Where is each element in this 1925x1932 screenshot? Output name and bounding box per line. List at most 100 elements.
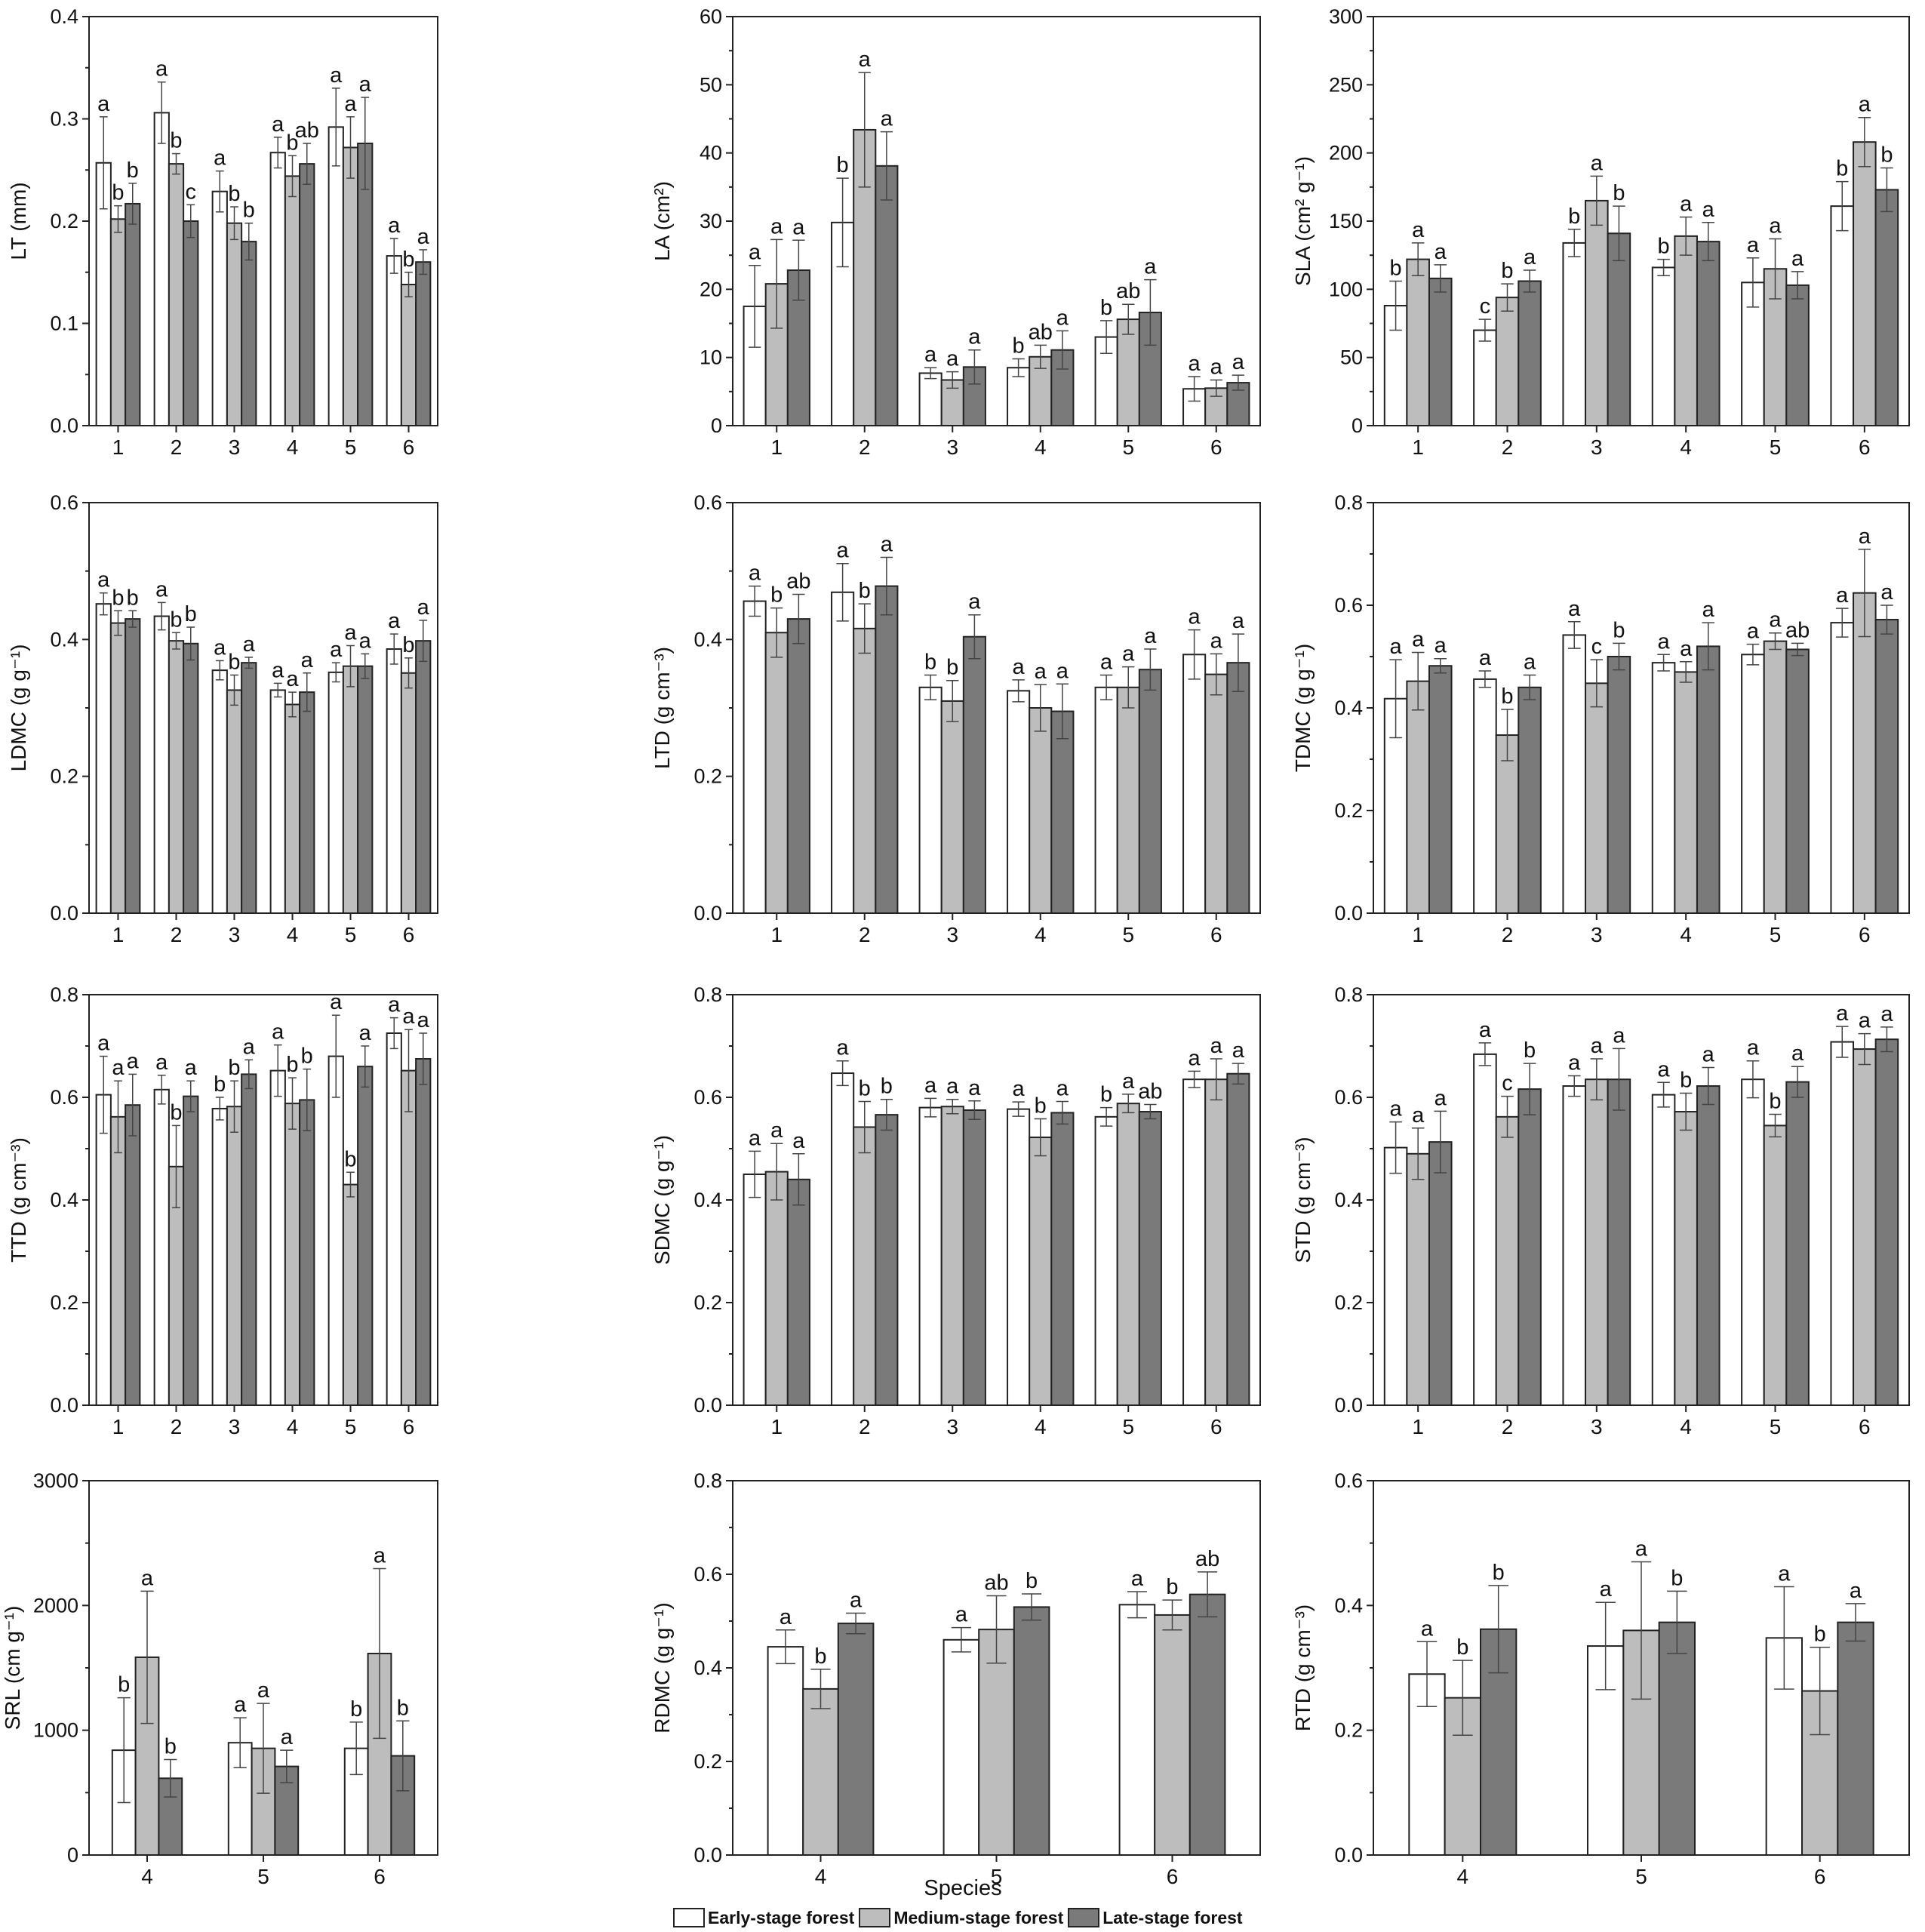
panel-3-sig-letter: a	[1859, 93, 1871, 117]
panel-9-xtick-label: 6	[1859, 1415, 1871, 1438]
panel-6-xtick-label: 2	[1502, 923, 1514, 946]
panel-9-sig-letter: b	[1769, 1089, 1781, 1113]
panel-3-sig-letter: b	[1880, 143, 1893, 168]
panel-10-ylabel: SRL (cm g⁻¹)	[1, 1606, 24, 1730]
panel-7-bar-early-4	[269, 1069, 286, 1406]
panel-7-sig-letter: a	[185, 1056, 198, 1080]
panel-2-bar-medium-5	[1116, 318, 1140, 426]
panel-3-ytick-label: 50	[1340, 346, 1363, 369]
panel-9-bar-early-3	[1562, 1085, 1587, 1407]
panel-11-bar-late-6	[1189, 1593, 1226, 1856]
panel-7-xtick-label: 1	[112, 1415, 125, 1438]
panel-11-sig-letter: a	[780, 1605, 792, 1629]
panel-8-ytick-label: 0.4	[693, 1189, 722, 1211]
panel-1-ytick-label: 0.0	[50, 414, 78, 437]
panel-5-frame	[732, 502, 1261, 914]
panel-4-bar-early-3	[211, 669, 228, 915]
panel-9-sig-letter: a	[1880, 1002, 1893, 1026]
panel-1-sig-letter: b	[286, 131, 298, 155]
panel-8-bar-early-2	[831, 1072, 855, 1407]
panel-12-sig-letter: a	[1778, 1562, 1791, 1586]
panel-4-bar-late-6	[415, 640, 432, 914]
panel-4-xtick-label: 2	[171, 923, 183, 946]
panel-9-sig-letter: a	[1390, 1097, 1403, 1121]
panel-9-sig-letter: a	[1435, 1086, 1447, 1110]
panel-12-bar-late-6	[1837, 1621, 1874, 1856]
panel-6-bar-early-3	[1562, 634, 1587, 914]
panel-4-bar-early-5	[327, 671, 344, 914]
panel-3-ytick-label: 100	[1329, 278, 1363, 300]
panel-6-bar-medium-2	[1495, 734, 1520, 914]
panel-8-bar-medium-3	[940, 1106, 964, 1406]
panel-5-ytick-label: 0.4	[693, 628, 722, 651]
panel-6-sig-letter: a	[1836, 583, 1849, 608]
panel-10-xtick-label: 5	[257, 1865, 269, 1888]
panel-5-sig-letter: a	[1056, 659, 1069, 683]
panel-4-bar-medium-5	[342, 665, 359, 915]
panel-9-sig-letter: a	[1859, 1009, 1871, 1033]
panel-1-bar-early-5	[327, 126, 344, 426]
panel-5-ytick-label: 0.2	[693, 765, 722, 788]
panel-9-sig-letter: a	[1591, 1034, 1604, 1058]
panel-8-xtick-label: 4	[1035, 1415, 1047, 1438]
panel-12-sig-letter: a	[1850, 1579, 1862, 1603]
panel-5-ylabel: LTD (g cm⁻³)	[650, 647, 674, 769]
panel-9-bar-medium-4	[1674, 1111, 1698, 1407]
panel-9-sig-letter: a	[1702, 1043, 1715, 1067]
panel-8-bar-early-4	[1007, 1108, 1031, 1406]
legend-item-late: Late-stage forest	[1068, 1908, 1243, 1928]
panel-9-ytick-label: 0.8	[1334, 983, 1363, 1006]
panel-11-bar-early-4	[767, 1646, 804, 1857]
panel-1-ytick-label: 0.2	[50, 210, 78, 232]
panel-12-ytick-label: 0.0	[1334, 1844, 1363, 1866]
panel-12-ylabel: RTD (g cm⁻³)	[1291, 1604, 1315, 1731]
panel-3-sig-letter: b	[1568, 205, 1580, 229]
panel-9-sig-letter: a	[1613, 1023, 1625, 1048]
panel-9-sig-letter: a	[1479, 1018, 1492, 1042]
panel-2-sig-letter: a	[859, 48, 872, 72]
panel-5-sig-letter: a	[749, 561, 761, 586]
panel-2-xtick-label: 2	[859, 435, 871, 459]
panel-7-ytick-label: 0.8	[50, 983, 78, 1006]
panel-1-sig-letter: b	[112, 181, 124, 205]
panel-3-ylabel: SLA (cm² g⁻¹)	[1291, 156, 1315, 286]
panel-12-sig-letter: b	[1493, 1561, 1505, 1585]
legend-label-early: Early-stage forest	[708, 1907, 855, 1927]
panel-5-bar-medium-5	[1116, 686, 1140, 914]
panel-12-sig-letter: a	[1600, 1577, 1613, 1601]
panel-4-bar-medium-2	[168, 640, 185, 914]
panel-3-bar-late-2	[1518, 280, 1542, 427]
panel-4-sig-letter: a	[330, 638, 343, 662]
panel-4-ytick-label: 0.0	[50, 902, 78, 924]
panel-7-bar-medium-4	[284, 1103, 301, 1407]
panel-5-xtick-label: 6	[1210, 923, 1222, 946]
panel-3-bar-early-3	[1562, 242, 1587, 427]
panel-12-ytick-label: 0.4	[1334, 1594, 1363, 1617]
panel-3-bar-early-2	[1473, 329, 1497, 426]
panel-2-sig-letter: a	[770, 214, 783, 238]
panel-7-sig-letter: b	[344, 1147, 356, 1171]
panel-11-bar-early-5	[943, 1638, 980, 1857]
panel-7-sig-letter: b	[301, 1044, 313, 1069]
panel-2-sig-letter: a	[1056, 306, 1069, 330]
panel-8-ytick-label: 0.8	[693, 983, 722, 1006]
panel-3-bar-late-4	[1696, 241, 1721, 426]
panel-4-sig-letter: b	[185, 602, 197, 626]
panel-11-ytick-label: 0.6	[693, 1563, 722, 1586]
panel-3-sig-letter: b	[1836, 157, 1848, 181]
panel-5-bar-medium-3	[940, 700, 964, 915]
panel-6-bar-medium-1	[1406, 680, 1430, 914]
panel-5-bar-late-5	[1138, 669, 1162, 915]
panel-10-sig-letter: a	[257, 1678, 270, 1703]
panel-4-xtick-label: 5	[345, 923, 357, 946]
panel-7-bar-early-2	[153, 1088, 170, 1407]
panel-12-sig-letter: b	[1671, 1566, 1683, 1590]
panel-8-ytick-label: 0.6	[693, 1086, 722, 1109]
panel-11-ytick-label: 0.4	[693, 1657, 722, 1679]
panel-3-sig-letter: c	[1480, 294, 1491, 318]
panel-9-sig-letter: c	[1502, 1072, 1513, 1096]
panel-4-sig-letter: a	[286, 667, 299, 691]
panel-3-xtick-label: 4	[1680, 435, 1692, 459]
panel-8-bar-late-2	[875, 1114, 899, 1406]
panel-3-ytick-label: 200	[1329, 142, 1363, 165]
